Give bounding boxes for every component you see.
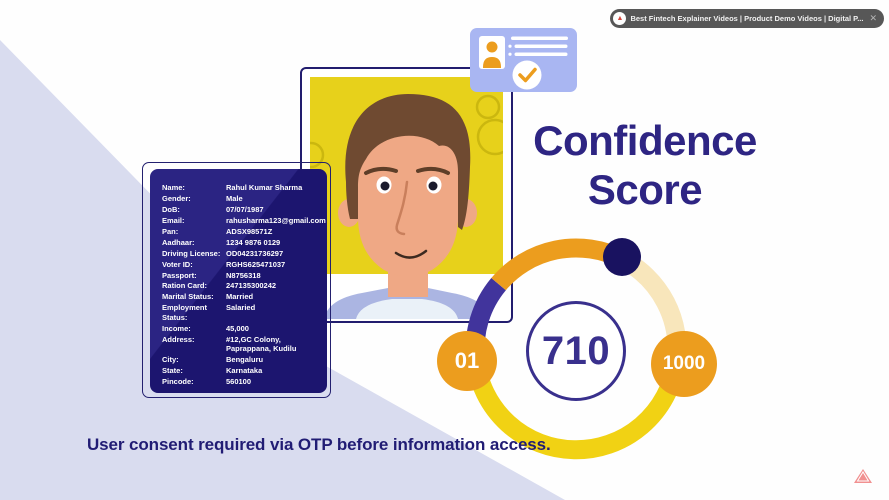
avatar-pupil-left bbox=[380, 181, 390, 191]
id-field-row: Ration Card: 247135300242 bbox=[162, 281, 319, 290]
id-field-row: DoB: 07/07/1987 bbox=[162, 205, 319, 214]
field-value: 247135300242 bbox=[226, 281, 277, 291]
consent-note: User consent required via OTP before inf… bbox=[87, 435, 551, 454]
field-value: 560100 bbox=[226, 376, 252, 386]
field-value: N8756318 bbox=[226, 270, 261, 280]
field-label: Driving License: bbox=[162, 248, 221, 258]
gauge-segment-yellow bbox=[466, 358, 686, 460]
field-label: Passport: bbox=[162, 270, 197, 280]
field-label: Aadhaar: bbox=[162, 237, 195, 247]
field-label: Pincode: bbox=[162, 376, 194, 386]
field-value: Married bbox=[226, 292, 254, 302]
id-field-row: Aadhaar: 1234 9876 0129 bbox=[162, 238, 319, 247]
info-card-outline bbox=[142, 162, 331, 398]
check-icon bbox=[518, 67, 537, 83]
id-field-row: State: Karnataka bbox=[162, 366, 319, 375]
id-field-row: City: Bengaluru bbox=[162, 355, 319, 364]
avatar-eyebrow-left bbox=[364, 166, 398, 175]
field-value: Salaried bbox=[226, 303, 256, 313]
browser-tab-pill[interactable]: ▲ Best Fintech Explainer Videos | Produc… bbox=[610, 9, 884, 28]
field-value: 1234 9876 0129 bbox=[226, 237, 281, 247]
field-value: Bengaluru bbox=[226, 355, 264, 364]
watermark-logo bbox=[854, 469, 872, 483]
field-label: Income: bbox=[162, 323, 191, 333]
avatar-hair bbox=[345, 94, 471, 230]
field-label: Ration Card: bbox=[162, 281, 207, 291]
score-circle: 710 bbox=[526, 301, 626, 401]
field-value: Rahul Kumar Sharma bbox=[226, 183, 303, 192]
field-value: Male bbox=[226, 193, 243, 203]
id-field-row: Name: Rahul Kumar Sharma bbox=[162, 183, 319, 192]
avatar-mouth bbox=[394, 249, 428, 259]
field-value: OD04231736297 bbox=[226, 248, 284, 258]
field-value: Karnataka bbox=[226, 365, 263, 375]
check-circle bbox=[512, 60, 542, 90]
man-avatar bbox=[324, 94, 490, 319]
gauge-max-badge: 1000 bbox=[651, 331, 717, 397]
field-label: DoB: bbox=[162, 204, 180, 214]
field-value: rahusharma123@gmail.com bbox=[226, 215, 326, 225]
id-field-row: Income: 45,000 bbox=[162, 324, 319, 333]
id-verified-icon bbox=[470, 28, 577, 92]
avatar-eyebrow-right bbox=[416, 166, 450, 175]
person-icon bbox=[483, 41, 501, 68]
id-field-row: Address: #12,GC Colony, Paprappana, Kudil… bbox=[162, 335, 319, 354]
id-field-row: Pincode: 560100 bbox=[162, 377, 319, 386]
id-field-row: Driving License: OD04231736297 bbox=[162, 249, 319, 258]
id-badge-text-lines bbox=[508, 36, 568, 56]
identity-info-card: Name: Rahul Kumar Sharma Gender: Male DoB: 07… bbox=[150, 169, 327, 393]
field-value: #12,GC Colony, Paprappana, Kudilu bbox=[226, 334, 297, 354]
field-label: Pan: bbox=[162, 226, 179, 236]
avatar-pupil-right bbox=[428, 181, 438, 191]
photo-card bbox=[300, 67, 513, 323]
page-title: Confidence Score bbox=[510, 116, 780, 214]
title-line-1: Confidence bbox=[533, 117, 757, 164]
field-label: Employment Status: bbox=[162, 303, 208, 322]
browser-tab-title: Best Fintech Explainer Videos | Product … bbox=[630, 14, 864, 23]
field-value: 45,000 bbox=[226, 323, 249, 333]
avatar-nose bbox=[395, 180, 409, 236]
mountain-inner-line bbox=[856, 471, 870, 482]
avatar-face bbox=[358, 111, 458, 277]
gauge-min-badge: 01 bbox=[437, 331, 497, 391]
id-field-row: Gender: Male bbox=[162, 194, 319, 203]
avatar-collar bbox=[356, 299, 458, 319]
score-value: 710 bbox=[541, 328, 611, 373]
gauge-marker-dot bbox=[603, 238, 641, 276]
id-field-row: Pan: ADSX98571Z bbox=[162, 227, 319, 236]
field-label: Voter ID: bbox=[162, 259, 193, 269]
logo-glyph: ▲ bbox=[616, 15, 624, 22]
id-field-row: Marital Status: Married bbox=[162, 292, 319, 301]
field-label: Email: bbox=[162, 215, 185, 225]
id-field-row: Employment Status: Salaried bbox=[162, 303, 319, 322]
id-field-row: Passport: N8756318 bbox=[162, 271, 319, 280]
field-label: Address: bbox=[162, 334, 195, 344]
field-value: ADSX98571Z bbox=[226, 226, 273, 236]
channel-logo-icon: ▲ bbox=[613, 12, 627, 25]
photo-decor-circles bbox=[310, 94, 503, 169]
field-value: 07/07/1987 bbox=[226, 204, 264, 214]
id-field-row: Voter ID: RGHS625471037 bbox=[162, 260, 319, 269]
close-icon[interactable]: ✕ bbox=[869, 13, 877, 23]
field-label: Name: bbox=[162, 183, 185, 192]
field-label: City: bbox=[162, 355, 179, 364]
field-label: State: bbox=[162, 365, 183, 375]
id-field-row: Email: rahusharma123@gmail.com bbox=[162, 215, 326, 225]
title-line-2: Score bbox=[587, 166, 703, 214]
field-label: Marital Status: bbox=[162, 292, 214, 302]
field-value: RGHS625471037 bbox=[226, 259, 286, 269]
gauge-min-label: 01 bbox=[454, 348, 480, 373]
field-label: Gender: bbox=[162, 193, 191, 203]
gauge-max-label: 1000 bbox=[662, 353, 706, 374]
